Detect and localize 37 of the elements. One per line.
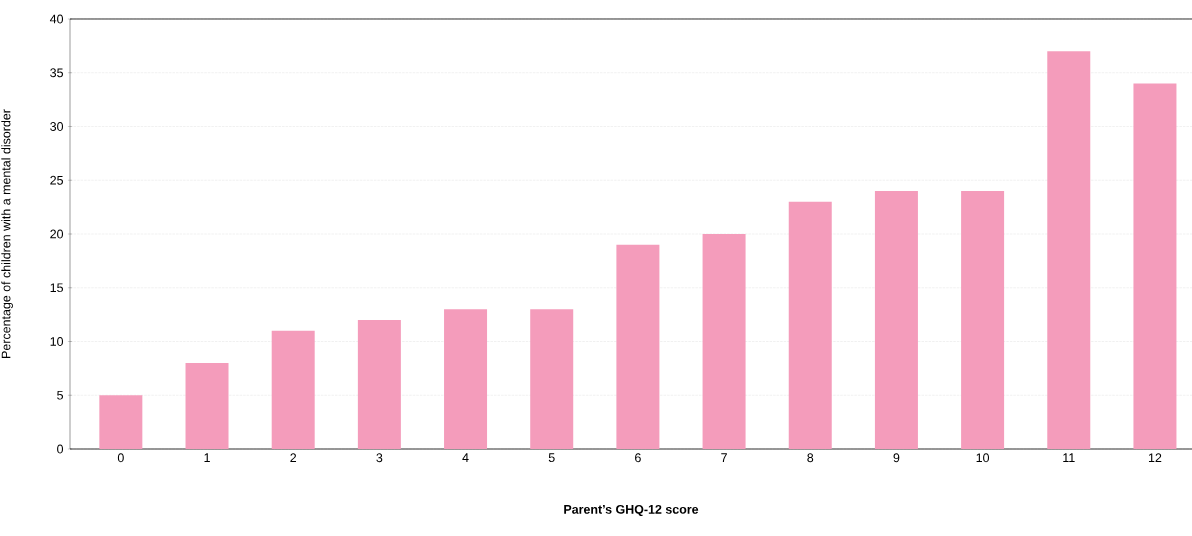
x-axis-title: Parent’s GHQ-12 score <box>564 504 699 517</box>
y-tick-label: 25 <box>50 175 63 185</box>
x-tick-label: 5 <box>548 453 555 463</box>
x-tick-label: 4 <box>462 453 469 462</box>
x-tick-label: 9 <box>893 453 900 463</box>
bar <box>788 201 832 449</box>
bar <box>357 320 401 449</box>
x-tick-label: 12 <box>1148 453 1162 463</box>
bar <box>271 330 315 449</box>
x-tick-label: 10 <box>976 453 990 463</box>
x-tick-label: 8 <box>807 453 814 463</box>
x-tick-label: 7 <box>721 453 727 462</box>
bar <box>530 309 574 449</box>
bar <box>1133 83 1177 449</box>
bar <box>1047 51 1091 449</box>
y-tick-label: 10 <box>50 337 64 346</box>
y-axis-title: Percentage of children with a mental disorder <box>1 109 13 358</box>
y-tick-label: 40 <box>49 14 64 24</box>
y-tick-label: 20 <box>50 229 64 239</box>
x-tick-label: 1 <box>204 453 210 462</box>
bar <box>702 234 746 449</box>
y-tick-label: 0 <box>57 444 64 454</box>
y-tick-label: 15 <box>50 283 63 293</box>
bar <box>99 395 143 449</box>
x-tick-label: 2 <box>290 453 297 463</box>
y-tick-label: 5 <box>57 390 63 400</box>
bar <box>961 191 1005 449</box>
bar <box>444 309 488 449</box>
bar <box>874 191 918 449</box>
x-tick-label: 3 <box>376 453 383 463</box>
bar <box>185 363 229 449</box>
bar <box>616 244 660 449</box>
x-tick-label: 6 <box>635 453 641 463</box>
x-tick-label: 0 <box>117 453 124 463</box>
x-tick-label: 11 <box>1063 453 1075 462</box>
y-tick-label: 35 <box>50 68 63 78</box>
y-tick-label: 30 <box>50 122 64 131</box>
